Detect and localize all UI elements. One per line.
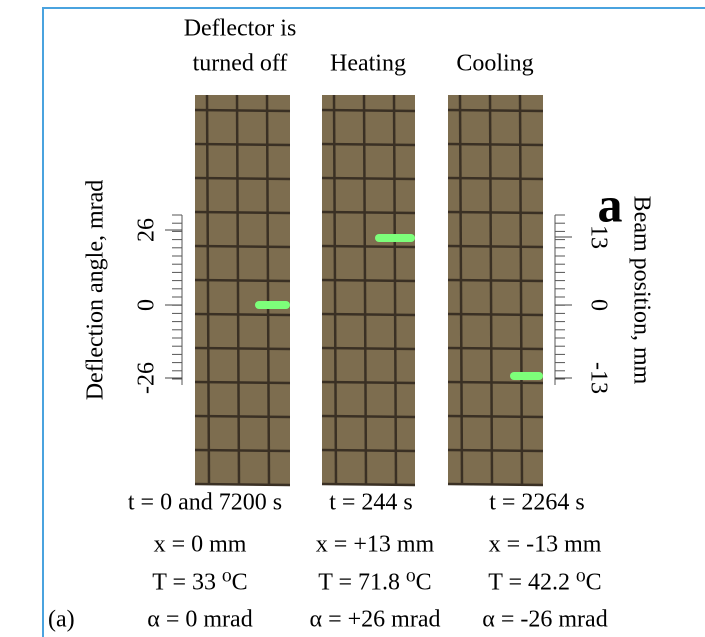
photo-grid (447, 414, 544, 419)
left-tick-label: -26 (134, 362, 160, 394)
right-tick-label: -13 (585, 362, 611, 394)
right-tick-label: 13 (585, 225, 611, 249)
photo-grid (194, 278, 291, 283)
photo-grid (235, 94, 241, 486)
photo-grid (321, 380, 416, 385)
panel-t: t = 2264 s (489, 490, 585, 516)
photo-grid (265, 94, 271, 486)
beam-spot (375, 234, 415, 242)
left-tick-label: 26 (134, 218, 160, 242)
photo-grid (321, 346, 416, 351)
photo (322, 95, 415, 485)
photo-grid (194, 210, 291, 215)
photo-grid (447, 210, 544, 215)
photo-grid (321, 448, 416, 453)
photo-grid (194, 244, 291, 249)
panel-heading: turned off (193, 51, 288, 77)
panel-alpha: α = 0 mrad (147, 607, 252, 633)
photo-grid (362, 94, 368, 486)
photo-grid (321, 142, 416, 147)
photo-grid (447, 312, 544, 317)
beam-spot (510, 372, 543, 380)
photo-grid (392, 94, 398, 486)
photo-grid (205, 94, 211, 486)
photo-grid (194, 380, 291, 385)
photo-grid (447, 244, 544, 249)
caption-label: (a) (48, 607, 75, 633)
photo-grid (321, 176, 416, 181)
photo-grid (321, 210, 416, 215)
panel-x: x = +13 mm (316, 532, 435, 558)
photo (448, 95, 543, 485)
panel-alpha: α = +26 mrad (310, 607, 441, 633)
panel-letter: a (598, 176, 623, 232)
photo-grid (321, 312, 416, 317)
photo-grid (321, 414, 416, 419)
panel-alpha: α = -26 mrad (482, 607, 607, 633)
panel-t: T = 33 ⁰C (152, 570, 247, 596)
photo-grid (321, 482, 416, 487)
photo-grid (321, 278, 416, 283)
photo-grid (447, 482, 544, 487)
right-tick-label: 0 (585, 299, 611, 311)
panel-heading: Deflector is (184, 16, 297, 42)
panel-t: T = 42.2 ⁰C (488, 570, 601, 596)
photo-grid (447, 108, 544, 113)
panel-x: x = -13 mm (489, 532, 602, 558)
photo-grid (458, 94, 464, 486)
photo-grid (194, 142, 291, 147)
photo-grid (518, 94, 524, 486)
beam-spot (255, 301, 290, 309)
left-axis-title: Deflection angle, mrad (83, 180, 109, 401)
panel-t: t = 0 and 7200 s (128, 490, 282, 516)
panel-heading: Heating (330, 51, 406, 77)
photo-grid (447, 346, 544, 351)
photo-grid (447, 380, 544, 385)
photo-grid (447, 176, 544, 181)
photo-grid (194, 346, 291, 351)
photo-grid (447, 448, 544, 453)
photo-grid (321, 108, 416, 113)
panel-x: x = 0 mm (154, 532, 247, 558)
panel-heading: Cooling (456, 51, 533, 77)
photo-grid (194, 448, 291, 453)
photo-grid (194, 482, 291, 487)
photo-grid (194, 414, 291, 419)
panel-t: t = 244 s (329, 490, 413, 516)
photo-grid (194, 312, 291, 317)
photo-grid (447, 142, 544, 147)
photo-grid (332, 94, 338, 486)
photo-grid (447, 278, 544, 283)
right-axis-title: Beam position, mm (628, 196, 654, 385)
panel-t: T = 71.8 ⁰C (318, 570, 431, 596)
photo-grid (194, 108, 291, 113)
photo-grid (321, 244, 416, 249)
photo-grid (488, 94, 494, 486)
left-tick-label: 0 (134, 299, 160, 311)
photo-grid (194, 176, 291, 181)
photo (195, 95, 290, 485)
